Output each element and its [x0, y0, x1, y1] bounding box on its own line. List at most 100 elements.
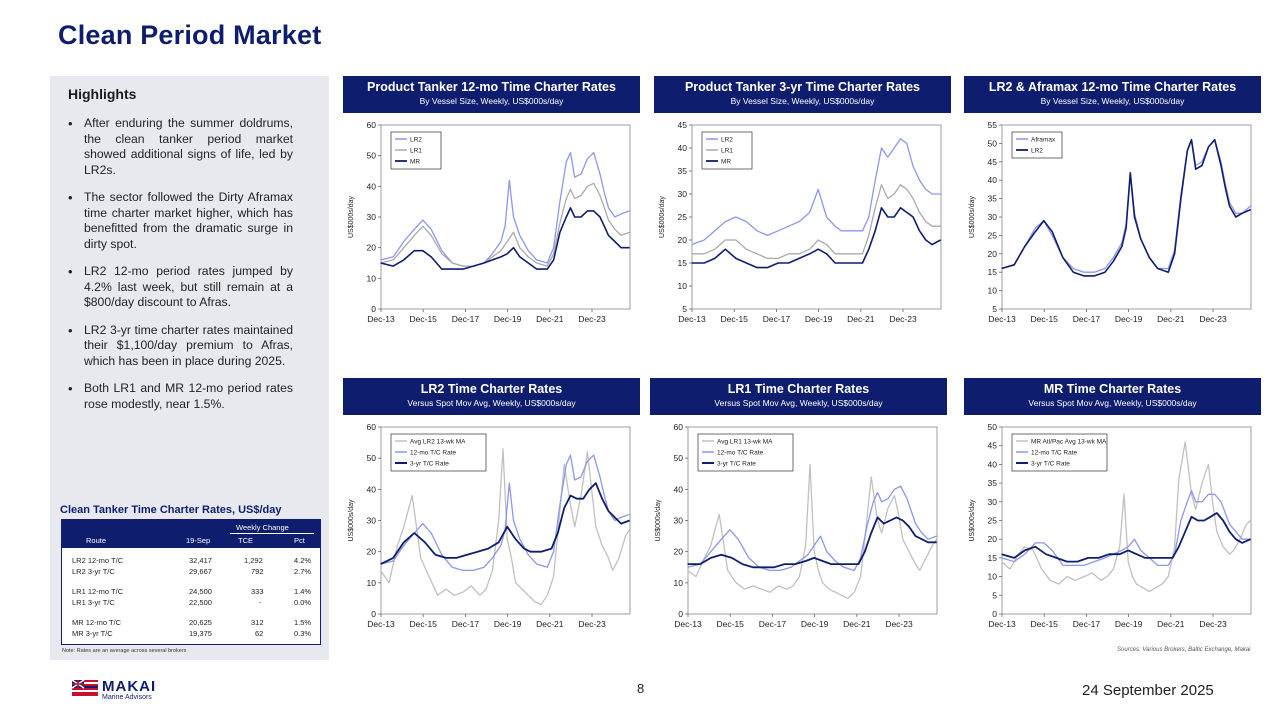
- chart-mr-tc: MR Time Charter Rates Versus Spot Mov Av…: [964, 378, 1261, 638]
- y-tick-label: 20: [678, 235, 688, 245]
- legend-label: MR: [721, 159, 731, 166]
- cell-route: LR2 12-mo T/C: [72, 556, 124, 565]
- y-tick-label: 60: [367, 422, 377, 432]
- cell-pct: 0.0%: [294, 598, 312, 607]
- table-row: LR2 12-mo T/C 32,417 1,292 4.2%: [62, 556, 320, 567]
- table-note: Note: Rates are an average across severa…: [62, 648, 187, 654]
- y-tick-label: 10: [674, 578, 684, 588]
- chart-subtitle: By Vessel Size, Weekly, US$000s/day: [1040, 96, 1185, 106]
- chart-header: Product Tanker 12-mo Time Charter Rates …: [343, 76, 640, 113]
- logo-subtitle: Marine Advisors: [102, 694, 152, 701]
- y-tick-label: 15: [988, 553, 998, 563]
- header-divider: [230, 533, 314, 534]
- legend-label: LR2: [410, 137, 422, 144]
- cell-rate: 32,417: [189, 556, 212, 565]
- series-line: [380, 182, 630, 267]
- series-line: [1001, 512, 1251, 563]
- chart-lr-3yr: Product Tanker 3-yr Time Charter Rates B…: [654, 76, 951, 333]
- cell-rate: 29,667: [189, 567, 212, 576]
- y-tick-label: 40: [988, 175, 998, 185]
- y-tick-label: 20: [988, 249, 998, 259]
- y-tick-label: 50: [367, 453, 377, 463]
- y-axis-label: US$000s/day: [969, 499, 976, 542]
- x-tick-label: Dec-23: [885, 619, 913, 629]
- x-tick-label: Dec-21: [847, 314, 875, 324]
- col-route: Route: [86, 536, 107, 545]
- y-tick-label: 35: [988, 478, 998, 488]
- y-tick-label: 25: [678, 212, 688, 222]
- chart-subtitle: Versus Spot Mov Avg, Weekly, US$000s/day: [714, 398, 883, 408]
- x-tick-label: Dec-15: [717, 619, 745, 629]
- y-tick-label: 30: [988, 497, 998, 507]
- table-row: MR 3-yr T/C 19,375 62 0.3%: [62, 629, 320, 640]
- series-line: [380, 151, 630, 267]
- x-tick-label: Dec-23: [578, 619, 606, 629]
- x-tick-label: Dec-19: [801, 619, 829, 629]
- chart-subtitle: By Vessel Size, Weekly, US$000s/day: [419, 96, 564, 106]
- report-date: 24 September 2025: [1082, 682, 1214, 699]
- legend-label: 3-yr T/C Rate: [410, 461, 449, 468]
- chart-title: LR1 Time Charter Rates: [727, 382, 870, 396]
- table-row: LR1 3-yr T/C 22,500 - 0.0%: [62, 598, 320, 609]
- cell-pct: 0.3%: [294, 629, 312, 638]
- x-tick-label: Dec-23: [578, 314, 606, 324]
- chart-subtitle: Versus Spot Mov Avg, Weekly, US$000s/day: [1028, 398, 1197, 408]
- chart-plot: 0 10 20 30 40 50 60 Dec-13 Dec-15 Dec-17 Dec-19 Dec…: [348, 422, 631, 629]
- chart-header: MR Time Charter Rates Versus Spot Mov Av…: [964, 378, 1261, 415]
- table-row: LR2 3-yr T/C 29,667 792 2.7%: [62, 567, 320, 578]
- chart-header: LR2 & Aframax 12-mo Time Charter Rates B…: [964, 76, 1261, 113]
- logo-name: MAKAI: [102, 678, 157, 695]
- x-tick-label: Dec-19: [494, 314, 522, 324]
- y-tick-label: 40: [367, 484, 377, 494]
- cell-pct: 1.4%: [294, 587, 312, 596]
- chart-lr2-tc: LR2 Time Charter Rates Versus Spot Mov A…: [343, 378, 640, 638]
- chart-title: Product Tanker 12-mo Time Charter Rates: [367, 80, 616, 94]
- cell-rate: 24,500: [189, 587, 212, 596]
- y-tick-label: 10: [367, 578, 377, 588]
- rates-table-title: Clean Tanker Time Charter Rates, US$/day: [60, 504, 282, 516]
- y-tick-label: 50: [988, 138, 998, 148]
- y-tick-label: 30: [674, 516, 684, 526]
- series-line: [380, 448, 631, 606]
- legend-label: 12-mo T/C Rate: [1031, 450, 1078, 457]
- y-axis-label: US$000s/day: [348, 195, 355, 238]
- x-tick-label: Dec-19: [494, 619, 522, 629]
- chart-header: Product Tanker 3-yr Time Charter Rates B…: [654, 76, 951, 113]
- cell-tce: 62: [255, 629, 264, 638]
- chart-header: LR2 Time Charter Rates Versus Spot Mov A…: [343, 378, 640, 415]
- x-tick-label: Dec-13: [367, 619, 395, 629]
- y-tick-label: 45: [988, 441, 998, 451]
- series-line: [380, 482, 630, 565]
- y-axis-label: US$000s/day: [659, 195, 666, 238]
- y-tick-label: 20: [367, 243, 377, 253]
- legend-label: LR2: [1031, 148, 1043, 155]
- y-tick-label: 25: [988, 516, 998, 526]
- legend-label: 12-mo T/C Rate: [410, 450, 457, 457]
- chart-plot: 0 5 10 15 20 25 30 35 40 45 50 Dec-13 Dec-15 Dec-17 De…: [969, 422, 1252, 629]
- x-tick-label: Dec-15: [721, 314, 749, 324]
- series-line: [691, 184, 941, 260]
- y-axis-label: US$000s/day: [348, 499, 355, 542]
- col-tce: TCE: [238, 536, 253, 545]
- cell-tce: 792: [251, 567, 264, 576]
- x-tick-label: Dec-15: [410, 619, 438, 629]
- y-tick-label: 30: [988, 212, 998, 222]
- cell-rate: 22,500: [189, 598, 212, 607]
- x-tick-label: Dec-19: [1115, 619, 1143, 629]
- highlights-panel: Highlights After enduring the summer dol…: [50, 76, 329, 660]
- y-tick-label: 60: [367, 120, 377, 130]
- y-tick-label: 30: [367, 516, 377, 526]
- series-line: [691, 138, 941, 246]
- legend-label: 3-yr T/C Rate: [717, 461, 756, 468]
- chart-plot: 5 10 15 20 25 30 35 40 45 Dec-13 Dec-15 Dec-17 Dec-1…: [659, 120, 942, 324]
- y-axis-label: US$000s/day: [655, 499, 662, 542]
- y-tick-label: 25: [988, 230, 998, 240]
- series-line: [687, 485, 937, 572]
- series-line: [691, 207, 941, 269]
- cell-rate: 19,375: [189, 629, 212, 638]
- y-tick-label: 55: [988, 120, 998, 130]
- x-tick-label: Dec-17: [763, 314, 791, 324]
- cell-pct: 2.7%: [294, 567, 312, 576]
- y-tick-label: 40: [674, 484, 684, 494]
- highlight-item: LR2 12-mo period rates jumped by 4.2% la…: [68, 264, 293, 311]
